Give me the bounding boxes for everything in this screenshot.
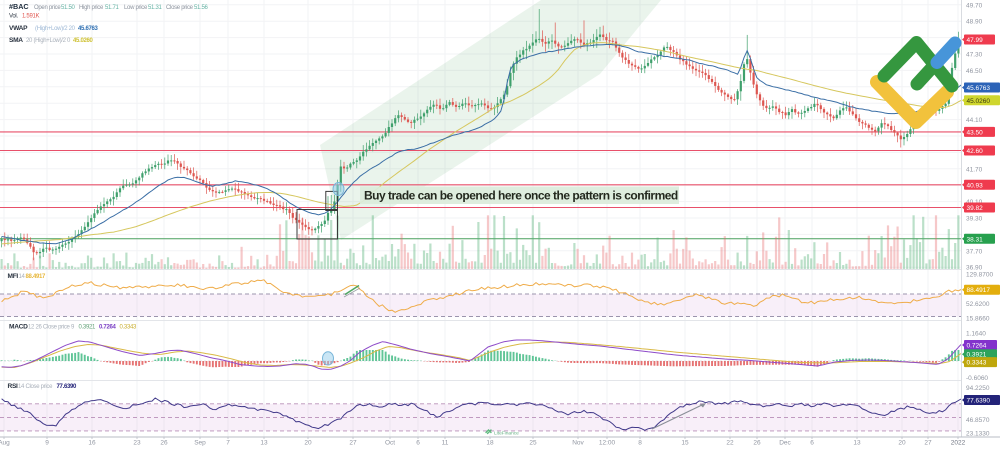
svg-text:47.99: 47.99 (967, 37, 984, 44)
svg-text:45.6763: 45.6763 (967, 85, 991, 92)
svg-text:6: 6 (416, 440, 420, 447)
svg-text:#BAC: #BAC (9, 2, 29, 11)
svg-text:15: 15 (681, 440, 689, 447)
svg-text:45.0260: 45.0260 (73, 38, 94, 44)
svg-text:51.31: 51.31 (148, 5, 162, 11)
svg-text:Aug: Aug (0, 440, 10, 447)
svg-text:High price: High price (79, 5, 104, 11)
svg-text:14: 14 (19, 274, 26, 280)
svg-text:40.93: 40.93 (967, 182, 984, 189)
svg-text:-0.6060: -0.6060 (966, 375, 988, 382)
svg-text:46.8570: 46.8570 (966, 417, 990, 424)
svg-text:9: 9 (45, 440, 49, 447)
svg-text:46.50: 46.50 (966, 68, 983, 75)
svg-text:51.56: 51.56 (194, 5, 208, 11)
svg-text:88.4917: 88.4917 (967, 287, 991, 294)
svg-text:2022: 2022 (951, 440, 966, 447)
svg-text:14 Close price: 14 Close price (18, 384, 53, 390)
svg-text:27: 27 (349, 440, 357, 447)
svg-text:52.6200: 52.6200 (966, 301, 990, 308)
svg-text:1.1640: 1.1640 (966, 331, 986, 338)
svg-text:20: 20 (304, 440, 312, 447)
svg-text:37.70: 37.70 (966, 248, 983, 255)
svg-text:12 26 Close price 9: 12 26 Close price 9 (28, 325, 75, 331)
svg-text:12:00: 12:00 (599, 440, 616, 447)
svg-text:20 (High+Low)/2 0: 20 (High+Low)/2 0 (26, 38, 71, 44)
svg-text:26: 26 (160, 440, 168, 447)
svg-text:23: 23 (133, 440, 141, 447)
svg-text:0.7264: 0.7264 (99, 325, 117, 331)
svg-text:Nov: Nov (572, 440, 584, 447)
svg-text:38.31: 38.31 (967, 236, 984, 243)
svg-text:25: 25 (529, 440, 537, 447)
svg-text:51.50: 51.50 (61, 5, 75, 11)
svg-text:47.30: 47.30 (966, 52, 983, 59)
svg-text:51.71: 51.71 (105, 5, 119, 11)
svg-text:Buy trade can be opened here o: Buy trade can be opened here once the pa… (364, 189, 678, 203)
svg-text:48.90: 48.90 (966, 19, 983, 26)
svg-text:39.82: 39.82 (967, 205, 984, 212)
svg-text:94.2250: 94.2250 (966, 385, 990, 392)
svg-text:SMA: SMA (9, 37, 23, 44)
svg-text:88.4917: 88.4917 (26, 274, 47, 280)
svg-text:VWAP: VWAP (9, 25, 28, 32)
svg-text:Sep: Sep (194, 440, 206, 447)
svg-text:77.6390: 77.6390 (967, 398, 991, 405)
svg-text:15.8660: 15.8660 (966, 316, 990, 323)
svg-text:11: 11 (442, 440, 449, 447)
svg-text:8: 8 (638, 440, 642, 447)
svg-text:1.591K: 1.591K (22, 14, 40, 20)
svg-text:77.6390: 77.6390 (57, 384, 78, 390)
svg-text:18: 18 (486, 440, 494, 447)
svg-text:0.3343: 0.3343 (967, 360, 987, 367)
svg-text:44.10: 44.10 (966, 117, 983, 124)
svg-text:Oct: Oct (385, 440, 395, 447)
svg-text:42.60: 42.60 (967, 148, 984, 155)
svg-text:16: 16 (88, 440, 96, 447)
svg-text:MFI: MFI (8, 273, 19, 280)
svg-text:6: 6 (810, 440, 814, 447)
svg-text:0.3921: 0.3921 (79, 325, 97, 331)
svg-text:36.90: 36.90 (966, 265, 983, 272)
svg-text:43.50: 43.50 (967, 129, 984, 136)
svg-text:Dec: Dec (779, 440, 791, 447)
svg-text:20: 20 (898, 440, 906, 447)
svg-text:23.1330: 23.1330 (966, 431, 990, 438)
svg-text:MACD: MACD (9, 324, 28, 331)
svg-text:45.0260: 45.0260 (967, 98, 991, 105)
svg-text:49.70: 49.70 (966, 2, 983, 9)
svg-text:Close price: Close price (166, 5, 194, 11)
svg-text:13: 13 (853, 440, 861, 447)
svg-text:0.7264: 0.7264 (967, 343, 987, 350)
svg-text:RSI: RSI (8, 383, 19, 390)
svg-text:LiteFinance: LiteFinance (494, 431, 519, 437)
svg-text:0.3343: 0.3343 (120, 325, 138, 331)
svg-text:41.70: 41.70 (966, 166, 983, 173)
svg-text:27: 27 (924, 440, 932, 447)
svg-text:Vol.: Vol. (9, 14, 18, 20)
svg-text:45.6763: 45.6763 (78, 26, 99, 32)
svg-text:22: 22 (726, 440, 734, 447)
svg-text:Open price: Open price (34, 5, 61, 11)
svg-text:39.30: 39.30 (966, 216, 983, 223)
svg-text:129.8700: 129.8700 (966, 272, 993, 279)
svg-text:7: 7 (226, 440, 230, 447)
svg-text:Low price: Low price (124, 5, 148, 11)
svg-text:(High+Low)/2 20: (High+Low)/2 20 (35, 26, 76, 32)
svg-text:26: 26 (753, 440, 761, 447)
svg-text:13: 13 (260, 440, 268, 447)
